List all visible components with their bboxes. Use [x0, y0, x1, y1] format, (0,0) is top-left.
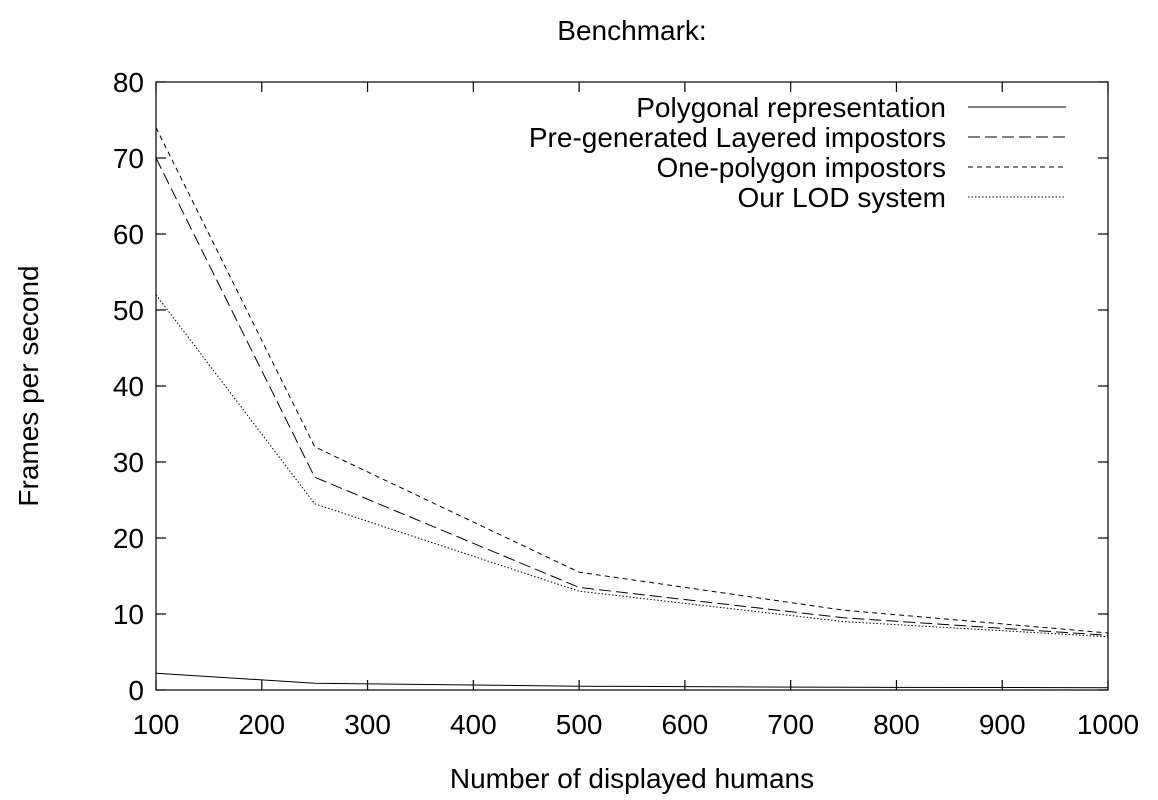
series-line-4	[155, 294, 1109, 638]
x-tick-label: 300	[344, 709, 391, 740]
x-axis-label: Number of displayed humans	[450, 763, 814, 794]
x-tick-label: 400	[450, 709, 497, 740]
y-axis-label: Frames per second	[13, 265, 44, 506]
y-tick-label: 70	[113, 143, 144, 174]
y-tick-label: 50	[113, 295, 144, 326]
y-tick-label: 80	[113, 67, 144, 98]
series-line-2	[155, 157, 1109, 636]
y-axis: 0 10 20 30 40 50 60 70 80	[113, 67, 1108, 706]
x-tick-label: 1000	[1077, 709, 1139, 740]
y-tick-label: 10	[113, 599, 144, 630]
series-lines	[155, 127, 1109, 689]
legend-label: Our LOD system	[738, 182, 946, 213]
plot-border	[155, 81, 1109, 691]
x-tick-label: 900	[979, 709, 1026, 740]
y-tick-label: 0	[128, 675, 144, 706]
x-tick-label: 700	[767, 709, 814, 740]
chart-title: Benchmark:	[557, 15, 706, 46]
x-tick-label: 800	[873, 709, 920, 740]
series-line-1	[155, 672, 1109, 689]
x-axis: 100 200 300 400 500 600 700 800 900 1000	[133, 82, 1139, 740]
y-tick-label: 30	[113, 447, 144, 478]
legend-label: Pre-generated Layered impostors	[529, 122, 946, 153]
y-tick-label: 20	[113, 523, 144, 554]
legend-label: Polygonal representation	[636, 92, 946, 123]
x-tick-label: 200	[238, 709, 285, 740]
legend-label: One-polygon impostors	[657, 152, 946, 183]
x-tick-label: 100	[133, 709, 180, 740]
x-tick-label: 600	[662, 709, 709, 740]
y-tick-label: 40	[113, 371, 144, 402]
x-tick-label: 500	[556, 709, 603, 740]
series-line-3	[155, 127, 1109, 634]
y-tick-label: 60	[113, 219, 144, 250]
plot-area	[155, 81, 1109, 691]
